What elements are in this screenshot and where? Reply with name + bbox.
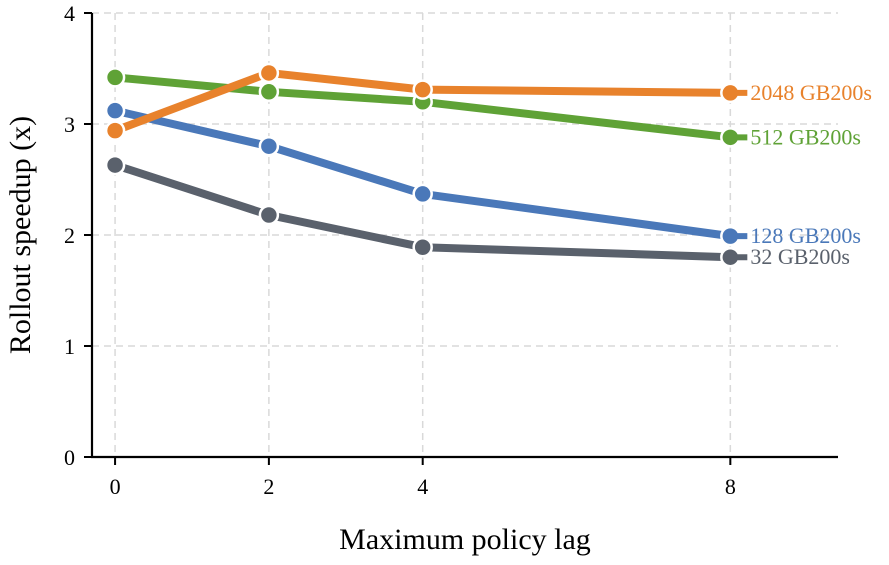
data-point <box>104 120 126 141</box>
y-tick-label: 0 <box>64 445 75 470</box>
y-axis-label: Rollout speedup (x) <box>4 116 37 354</box>
series-line <box>111 161 735 262</box>
y-tick-label: 1 <box>64 334 75 359</box>
data-point <box>258 204 280 226</box>
series-end-label: 128 GB200s <box>750 223 861 248</box>
series-lines <box>111 68 735 262</box>
series-end-label: 512 GB200s <box>750 124 861 149</box>
data-point <box>104 100 126 121</box>
data-point <box>412 79 433 100</box>
series-end-label: 2048 GB200s <box>750 80 872 105</box>
series-points <box>104 62 741 268</box>
series-line <box>111 68 735 135</box>
data-point <box>412 183 433 205</box>
series-end-label: 32 GB200s <box>750 244 850 269</box>
data-point <box>104 154 126 176</box>
ticks: 0 2 4 8 0 1 2 3 4 <box>64 1 736 499</box>
y-tick-label: 2 <box>64 223 75 248</box>
data-point <box>258 135 280 157</box>
x-tick-label: 2 <box>263 474 274 499</box>
data-point <box>104 67 126 88</box>
data-point <box>412 236 433 258</box>
x-axis-label: Maximum policy lag <box>339 523 591 556</box>
series-line <box>111 73 735 142</box>
y-tick-label: 4 <box>64 1 75 26</box>
x-tick-label: 8 <box>725 474 736 499</box>
y-tick-label: 3 <box>64 112 75 137</box>
series-line <box>111 106 735 241</box>
x-tick-label: 4 <box>417 474 428 499</box>
data-point <box>258 81 280 103</box>
x-tick-label: 0 <box>110 474 121 499</box>
data-point <box>258 62 280 84</box>
